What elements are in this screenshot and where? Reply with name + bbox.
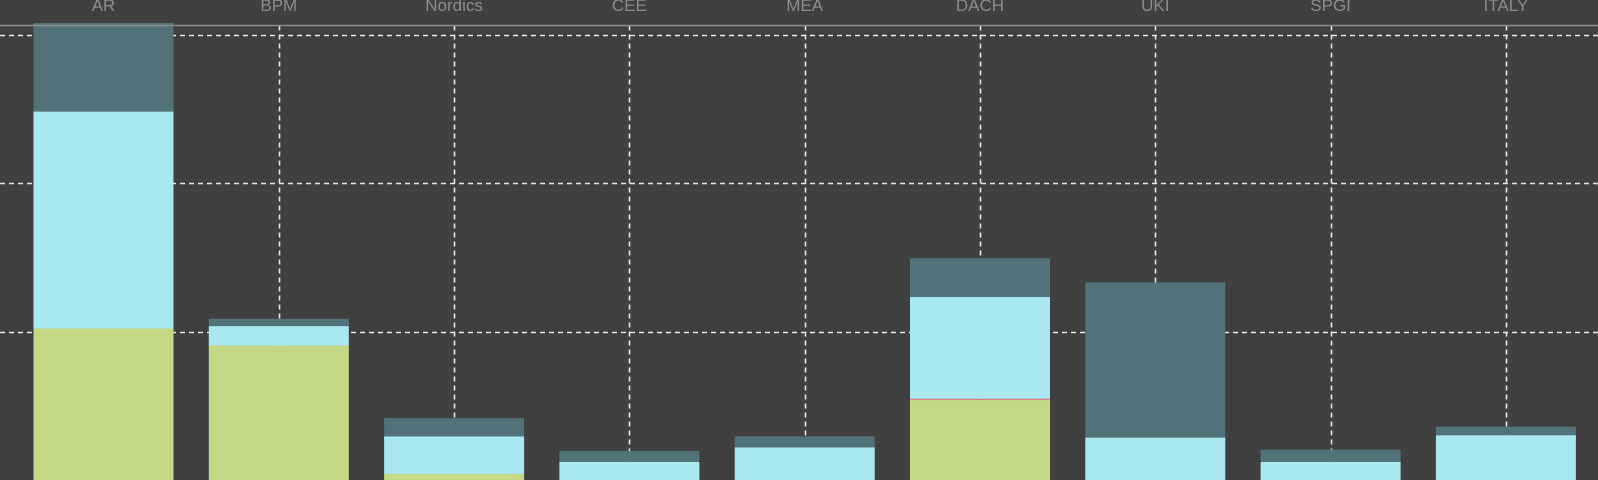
bar-bpm-segment-3 (208, 326, 349, 346)
bar-nordics-segment-4 (384, 418, 525, 437)
bars (33, 23, 1576, 480)
bar-nordics-segment-3 (384, 436, 525, 474)
tick-label-bpm: BPM (260, 0, 297, 15)
tick-label-mea: MEA (786, 0, 824, 15)
tick-label-cee: CEE (612, 0, 647, 15)
bar-uki-segment-4 (1085, 282, 1226, 438)
category-labels: AR BPM Nordics CEE MEA DACH UKI SPGI ITALY (92, 0, 1529, 15)
bar-bpm-segment-1 (208, 345, 349, 480)
bar-italy-segment-4 (1435, 426, 1576, 436)
bar-italy-segment-3 (1435, 435, 1576, 480)
bar-cee-segment-3 (559, 461, 700, 480)
bar-dach-segment-4 (910, 258, 1050, 297)
tick-label-uki: UKI (1141, 0, 1169, 15)
gridlines (0, 25, 1598, 480)
bar-ar-segment-1 (33, 328, 174, 480)
tick-label-ar: AR (92, 0, 116, 15)
bar-mea-segment-3 (734, 447, 875, 480)
bar-nordics-segment-1 (384, 473, 525, 480)
bar-dach-segment-3 (910, 296, 1050, 399)
bar-uki-segment-3 (1085, 437, 1226, 480)
tick-label-nordics: Nordics (425, 0, 483, 15)
tick-label-italy: ITALY (1484, 0, 1529, 15)
bar-ar-segment-3 (33, 111, 174, 329)
tick-label-dach: DACH (956, 0, 1004, 15)
bar-mea-segment-4 (734, 436, 875, 448)
bar-bpm-segment-4 (208, 318, 349, 327)
bar-dach-segment-2 (910, 398, 1050, 401)
bar-spgi-segment-3 (1260, 461, 1401, 480)
bar-dach-segment-1 (910, 400, 1050, 480)
tick-label-spgi: SPGI (1310, 0, 1351, 15)
bar-spgi-segment-4 (1260, 449, 1401, 462)
bar-ar-segment-4 (33, 23, 174, 112)
bar-cee-segment-4 (559, 450, 700, 462)
